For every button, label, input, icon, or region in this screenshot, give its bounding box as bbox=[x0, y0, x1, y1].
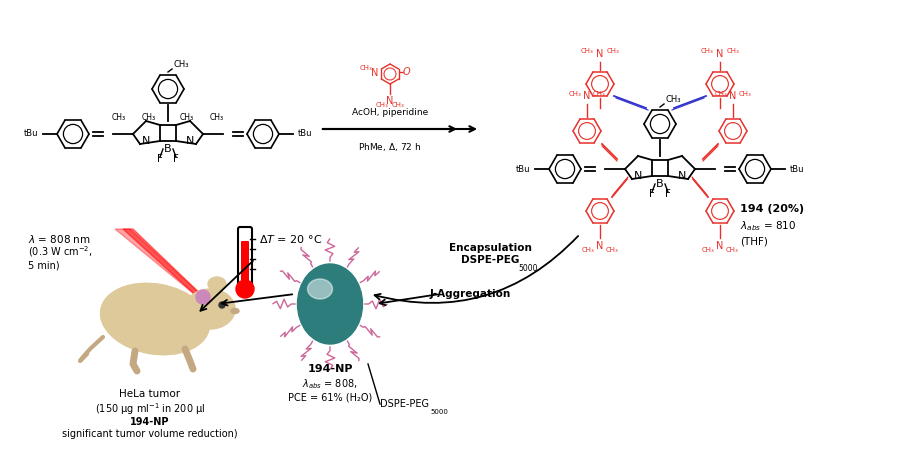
Text: CH₃: CH₃ bbox=[580, 48, 593, 54]
FancyBboxPatch shape bbox=[241, 241, 249, 283]
Text: 5000: 5000 bbox=[518, 264, 537, 273]
Text: AcOH, piperidine: AcOH, piperidine bbox=[352, 108, 428, 117]
Text: tBu: tBu bbox=[23, 129, 38, 138]
Text: 194-NP: 194-NP bbox=[307, 364, 353, 374]
Text: 5000: 5000 bbox=[430, 409, 448, 415]
Text: F: F bbox=[173, 154, 179, 164]
Ellipse shape bbox=[231, 308, 239, 313]
Text: O: O bbox=[403, 67, 410, 77]
Text: N: N bbox=[142, 136, 150, 146]
Polygon shape bbox=[115, 229, 210, 303]
Text: 5 min): 5 min) bbox=[28, 260, 59, 270]
Text: CH₃: CH₃ bbox=[173, 60, 188, 69]
Ellipse shape bbox=[298, 264, 363, 344]
Text: CH₃: CH₃ bbox=[210, 113, 224, 122]
Text: N: N bbox=[185, 136, 194, 146]
Circle shape bbox=[196, 290, 210, 304]
Ellipse shape bbox=[101, 283, 210, 355]
Circle shape bbox=[219, 302, 225, 308]
Text: CH₃: CH₃ bbox=[726, 48, 740, 54]
Text: (0.3 W cm$^{-2}$,: (0.3 W cm$^{-2}$, bbox=[28, 245, 93, 260]
Text: CH₃: CH₃ bbox=[180, 113, 194, 122]
Text: 194-NP: 194-NP bbox=[130, 417, 170, 427]
Text: $\lambda_{abs}$ = 808,: $\lambda_{abs}$ = 808, bbox=[302, 377, 358, 391]
Text: N: N bbox=[716, 241, 724, 251]
Text: HeLa tumor: HeLa tumor bbox=[120, 389, 181, 399]
Text: $\lambda$ = 808 nm: $\lambda$ = 808 nm bbox=[28, 233, 91, 245]
Text: N: N bbox=[634, 171, 643, 181]
Text: Encapsulation
DSPE-PEG: Encapsulation DSPE-PEG bbox=[448, 243, 531, 265]
Ellipse shape bbox=[308, 279, 332, 299]
Text: CH₃: CH₃ bbox=[392, 102, 404, 108]
Text: significant tumor volume reduction): significant tumor volume reduction) bbox=[62, 429, 238, 439]
Text: CH₃: CH₃ bbox=[581, 247, 594, 253]
Text: CH₃: CH₃ bbox=[142, 113, 156, 122]
Text: F: F bbox=[158, 154, 163, 164]
Text: CH₃: CH₃ bbox=[112, 113, 126, 122]
Ellipse shape bbox=[185, 289, 235, 329]
Text: B: B bbox=[656, 179, 664, 189]
Text: CH₃: CH₃ bbox=[665, 95, 680, 104]
Text: CH₃: CH₃ bbox=[715, 91, 727, 97]
Text: F: F bbox=[649, 189, 655, 199]
Text: CH₃: CH₃ bbox=[725, 247, 738, 253]
Text: DSPE-PEG: DSPE-PEG bbox=[380, 399, 429, 409]
Text: N: N bbox=[386, 96, 393, 106]
Text: $\lambda_{abs}$ = 810: $\lambda_{abs}$ = 810 bbox=[740, 219, 796, 233]
Text: CH₃: CH₃ bbox=[592, 91, 606, 97]
Text: N: N bbox=[597, 49, 604, 59]
Text: CH₃: CH₃ bbox=[700, 48, 714, 54]
Text: N: N bbox=[716, 49, 724, 59]
Text: N: N bbox=[371, 68, 378, 78]
Text: PCE = 61% (H₂O): PCE = 61% (H₂O) bbox=[288, 392, 372, 402]
Text: N: N bbox=[729, 91, 737, 101]
Text: N: N bbox=[678, 171, 686, 181]
Text: PhMe, $\Delta$, 72 h: PhMe, $\Delta$, 72 h bbox=[358, 141, 422, 153]
FancyBboxPatch shape bbox=[238, 227, 252, 286]
Text: F: F bbox=[665, 189, 670, 199]
Text: tBu: tBu bbox=[298, 129, 312, 138]
Text: 194 (20%): 194 (20%) bbox=[740, 204, 804, 214]
Text: CH₃: CH₃ bbox=[606, 247, 618, 253]
Text: CH₃: CH₃ bbox=[607, 48, 619, 54]
Text: $\Delta T$ = 20 °C: $\Delta T$ = 20 °C bbox=[259, 233, 322, 245]
Text: N: N bbox=[583, 91, 590, 101]
Text: CH₃: CH₃ bbox=[739, 91, 752, 97]
Circle shape bbox=[236, 280, 254, 298]
Text: CH₃: CH₃ bbox=[702, 247, 715, 253]
Text: tBu: tBu bbox=[790, 164, 805, 173]
Text: tBu: tBu bbox=[516, 164, 530, 173]
Text: B: B bbox=[164, 144, 172, 154]
Text: (150 μg ml$^{-1}$ in 200 μl: (150 μg ml$^{-1}$ in 200 μl bbox=[94, 401, 205, 417]
Text: CH₃: CH₃ bbox=[569, 91, 581, 97]
Ellipse shape bbox=[208, 277, 226, 291]
Text: CH₃: CH₃ bbox=[375, 102, 389, 108]
Text: J-Aggregation: J-Aggregation bbox=[429, 289, 510, 299]
Text: (THF): (THF) bbox=[740, 237, 768, 247]
Text: N: N bbox=[597, 241, 604, 251]
Text: CH₃: CH₃ bbox=[359, 65, 372, 71]
Polygon shape bbox=[123, 229, 208, 301]
